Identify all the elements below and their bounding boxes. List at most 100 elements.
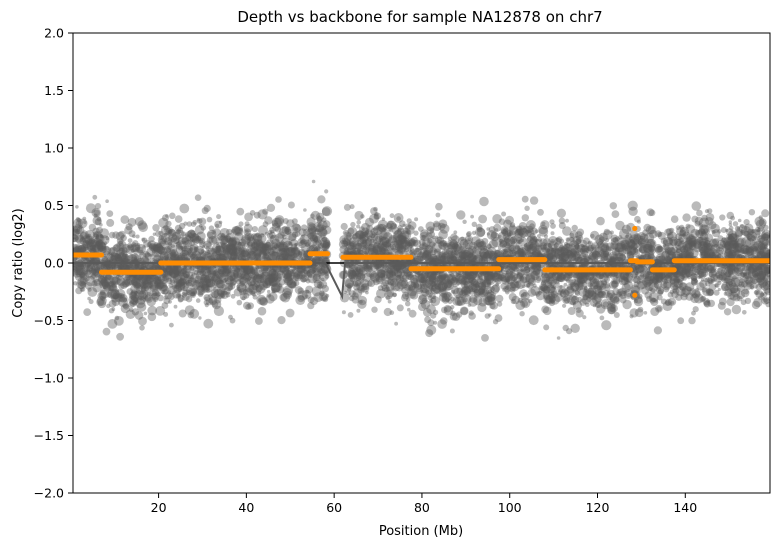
bin-point: [474, 282, 481, 289]
bin-point: [395, 234, 406, 245]
bin-point: [518, 252, 524, 259]
bin-point: [435, 202, 443, 211]
bin-point: [111, 266, 116, 271]
bin-point: [233, 276, 239, 283]
bin-point: [154, 243, 164, 253]
bin-point: [648, 282, 658, 293]
bin-point: [626, 245, 632, 251]
bin-point: [133, 258, 139, 263]
bin-point: [667, 291, 674, 298]
bin-point: [211, 273, 220, 283]
bin-point: [669, 227, 675, 233]
bin-point: [431, 281, 437, 287]
bin-point: [673, 276, 681, 284]
bin-point: [430, 272, 439, 281]
bin-point: [220, 238, 225, 243]
bin-point: [222, 266, 230, 274]
bin-point: [547, 271, 555, 279]
bin-point: [427, 279, 434, 286]
bin-point: [525, 251, 533, 259]
bin-point: [513, 245, 522, 254]
bin-point: [238, 221, 244, 227]
bin-point: [704, 237, 709, 241]
bin-point: [120, 303, 130, 314]
bin-point: [366, 235, 373, 242]
bin-point: [574, 290, 581, 296]
bin-point: [322, 296, 329, 303]
bin-point: [675, 225, 681, 231]
bin-point: [200, 225, 207, 231]
bin-point: [623, 276, 629, 282]
bin-point: [424, 316, 431, 324]
bin-point: [149, 293, 153, 297]
bin-point: [143, 285, 150, 292]
bin-point: [275, 196, 282, 203]
bin-point: [639, 238, 646, 245]
bin-point: [625, 238, 632, 245]
bin-point: [253, 249, 262, 258]
bin-point: [428, 299, 433, 304]
bin-point: [471, 236, 481, 246]
bin-point: [420, 270, 429, 279]
bin-point: [728, 222, 733, 227]
bin-point: [228, 248, 236, 256]
bin-point: [317, 226, 328, 237]
bin-point: [125, 273, 133, 281]
bin-point: [479, 279, 485, 285]
bin-point: [678, 233, 687, 242]
bin-point: [740, 250, 745, 254]
bin-point: [737, 283, 746, 292]
bin-point: [515, 225, 522, 233]
bin-point: [232, 247, 242, 257]
bin-point: [122, 297, 128, 303]
bin-point: [510, 279, 519, 289]
bin-point: [447, 254, 452, 260]
bin-point: [696, 236, 704, 244]
bin-point: [537, 208, 544, 216]
bin-point: [626, 292, 631, 298]
bin-point: [714, 283, 719, 288]
bin-point: [347, 268, 357, 278]
bin-point: [190, 292, 195, 297]
bin-point: [109, 253, 114, 258]
bin-point: [717, 280, 722, 285]
bin-point: [428, 231, 436, 238]
bin-point: [394, 268, 406, 279]
bin-point: [543, 286, 551, 294]
bin-point: [423, 248, 427, 253]
bin-point: [318, 228, 324, 234]
bin-point: [99, 275, 104, 280]
bin-point: [580, 244, 585, 248]
bin-point: [382, 225, 388, 231]
bin-point: [515, 279, 525, 290]
bin-point: [246, 275, 252, 281]
bin-point: [488, 252, 497, 261]
bin-point: [224, 282, 233, 292]
bin-point: [170, 253, 180, 263]
bin-point: [268, 277, 278, 287]
bin-point: [131, 294, 139, 302]
bin-point: [699, 296, 706, 303]
bin-point: [127, 238, 133, 244]
bin-point: [569, 251, 574, 255]
bin-point: [755, 290, 764, 299]
bin-point: [419, 283, 426, 290]
bin-point: [247, 284, 258, 295]
bin-point: [274, 226, 282, 233]
bin-point: [177, 293, 182, 298]
bin-point: [186, 221, 193, 227]
bin-point: [284, 266, 289, 271]
bin-point: [453, 230, 458, 235]
bin-point: [698, 227, 706, 235]
bin-point: [762, 273, 769, 281]
bin-point: [162, 273, 167, 278]
bin-point: [388, 271, 396, 279]
bin-point: [270, 235, 275, 240]
bin-point: [293, 252, 297, 257]
bin-point: [626, 239, 636, 249]
bin-point: [710, 273, 718, 282]
bin-point: [181, 291, 188, 298]
bin-point: [160, 285, 170, 295]
bin-point: [560, 245, 570, 256]
bin-point: [672, 271, 678, 278]
